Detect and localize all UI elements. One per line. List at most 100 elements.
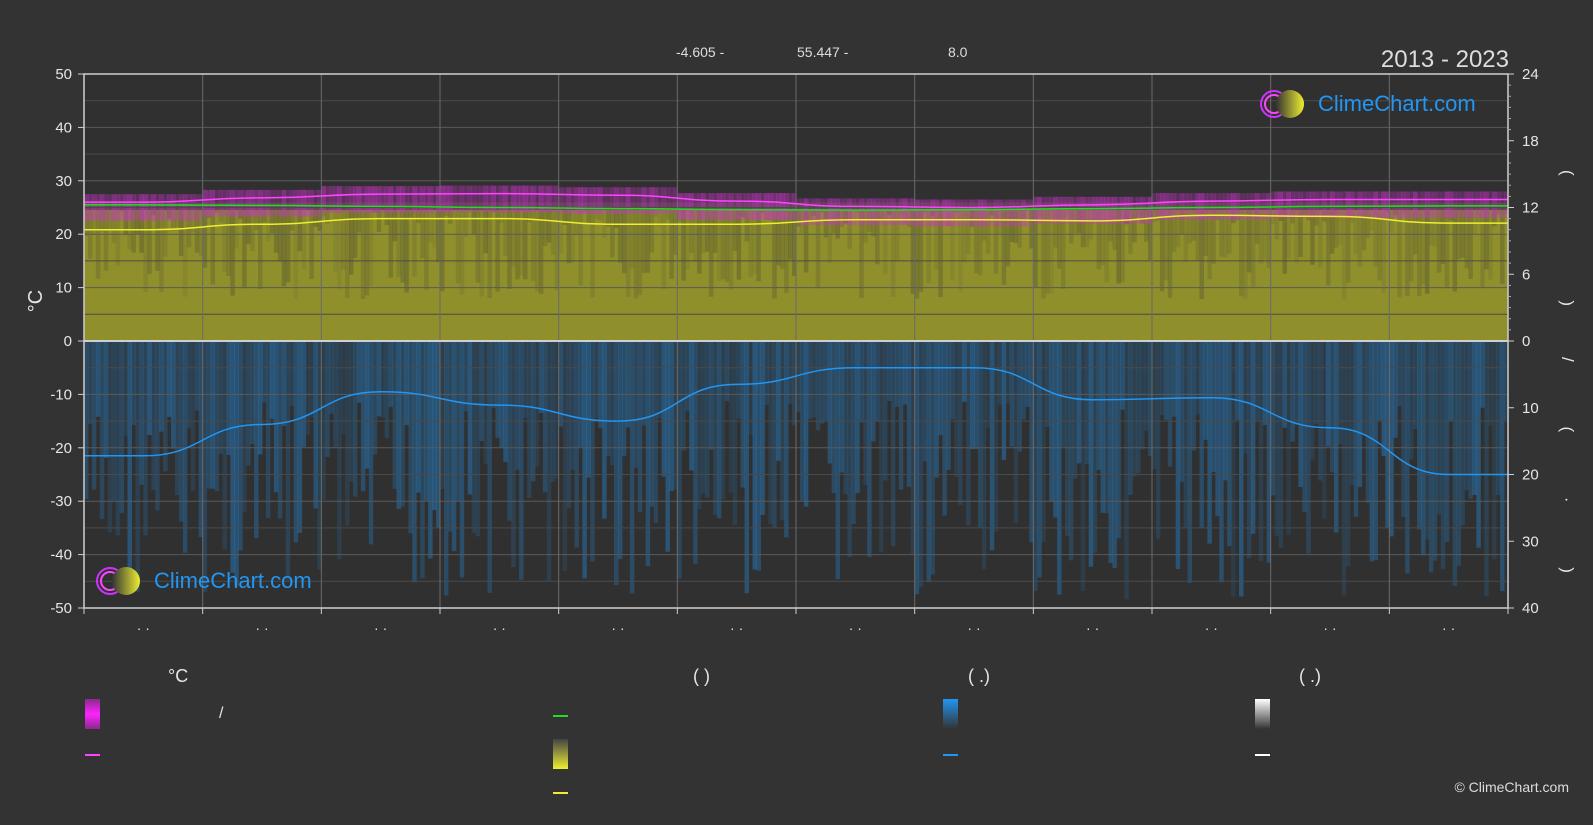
temp-range-bar — [495, 185, 500, 213]
sunshine-bar — [218, 209, 223, 223]
precip-bar — [760, 341, 765, 516]
grid-layer — [84, 73, 1508, 609]
temp-range-bar — [772, 193, 777, 220]
precip-bar — [147, 341, 152, 436]
temp-range-bar — [463, 185, 469, 213]
sunshine-bar — [1100, 209, 1106, 266]
temp-range-bar — [1452, 191, 1458, 219]
precip-bar — [784, 341, 789, 538]
sunshine-bar — [1274, 209, 1280, 240]
copyright: © ClimeChart.com — [1454, 779, 1569, 795]
temp-range-bar — [1500, 191, 1505, 219]
sunshine-bar — [606, 209, 611, 227]
temp-range-bar — [546, 185, 552, 213]
sunshine-bar — [222, 209, 227, 272]
temp-range-bar — [1361, 191, 1367, 219]
precip-bar — [1104, 341, 1109, 514]
precip-bar — [1385, 341, 1390, 529]
sunshine-bar — [1464, 209, 1469, 269]
precip-bar — [602, 341, 607, 519]
sunshine-bar — [1219, 209, 1224, 257]
sunshine-bar — [483, 209, 488, 254]
temp-range-bar — [451, 185, 457, 213]
sunshine-bar — [451, 209, 457, 220]
temp-range-bar — [487, 185, 492, 213]
temp-range-bar — [562, 187, 568, 214]
sunshine-bar — [313, 209, 318, 227]
precip-bar — [807, 341, 813, 419]
month-tick-label: · · — [255, 620, 268, 636]
temp-range-bar — [871, 198, 876, 226]
precip-bar — [748, 341, 753, 435]
sunshine-bar — [661, 209, 666, 290]
temp-range-bar — [645, 187, 651, 214]
temp-range-bar — [1401, 191, 1406, 219]
precip-bar — [1448, 341, 1454, 421]
sunshine-bar — [1381, 209, 1386, 294]
temp-range-bar — [744, 193, 750, 220]
precip-bar — [305, 341, 310, 435]
sunshine-bar — [1171, 209, 1177, 253]
sunshine-bar — [1389, 209, 1394, 233]
temp-range-bar — [1120, 196, 1125, 224]
precip-bar — [87, 341, 93, 425]
sunshine-bar — [1428, 209, 1434, 246]
precip-bar — [1302, 341, 1307, 512]
sunshine-bar — [258, 209, 263, 290]
temp-range-bar — [1061, 196, 1066, 224]
sunshine-bar — [91, 209, 97, 235]
sunshine-bar — [345, 209, 350, 298]
precip-bar — [1357, 341, 1363, 487]
precip-bar — [554, 341, 560, 480]
sunshine-bar — [1104, 209, 1109, 283]
sunshine-bar — [1057, 209, 1062, 269]
precip-bar — [1333, 341, 1339, 533]
sunshine-bar — [934, 209, 939, 270]
sunshine-bar — [99, 209, 105, 232]
precip-bar — [1314, 341, 1319, 425]
precip-bar — [1254, 341, 1260, 421]
month-tick-label: · · — [137, 620, 150, 636]
temp-range-bar — [1136, 196, 1141, 224]
sunshine-bar — [894, 209, 900, 261]
right-upper-axis-label: ( ) — [1558, 170, 1577, 366]
temp-range-bar — [946, 199, 951, 227]
precip-bar — [625, 341, 631, 428]
temp-range-bar — [712, 193, 718, 220]
sunshine-bar — [1468, 209, 1473, 279]
temp-range-bar — [1492, 191, 1497, 219]
sunshine-bar — [1159, 209, 1165, 292]
temp-mean-line — [84, 192, 1508, 209]
sunshine-bar — [1013, 209, 1019, 244]
sunshine-bar — [1333, 209, 1339, 248]
temp-range-bar — [1017, 199, 1022, 227]
legend-sunshine-header: ( ) — [693, 666, 710, 686]
logo-bottom[interactable]: ClimeChart.com — [94, 565, 312, 597]
logo-top[interactable]: ClimeChart.com — [1258, 88, 1476, 120]
temp-range-bar — [1112, 196, 1117, 224]
temp-range-bar — [214, 189, 219, 217]
sunshine-bar — [610, 209, 615, 258]
precip-bar — [1215, 341, 1220, 517]
precip-bar — [1413, 341, 1418, 430]
sunshine-bar — [1480, 209, 1485, 289]
precip-bar — [329, 341, 334, 414]
temp-range-bar — [412, 186, 417, 213]
sunshine-bar — [269, 209, 275, 234]
temp-range-bar — [262, 189, 267, 217]
sunshine-bar — [447, 209, 453, 224]
sunshine-bar — [103, 209, 109, 271]
precip-bar — [859, 341, 864, 423]
sunshine-bar — [360, 209, 366, 299]
precip-bar — [1096, 341, 1102, 471]
sunshine-bar — [1448, 209, 1454, 221]
precip-bar — [1389, 341, 1394, 537]
sunshine-bar — [174, 209, 180, 228]
precip-bar — [1053, 341, 1058, 518]
temp-range-bar — [796, 198, 801, 226]
temp-range-bar — [1057, 196, 1062, 224]
sunshine-bar — [669, 209, 674, 279]
sunshine-bar — [1033, 209, 1038, 288]
sunshine-bar — [242, 209, 247, 289]
precip-bar — [254, 341, 259, 539]
